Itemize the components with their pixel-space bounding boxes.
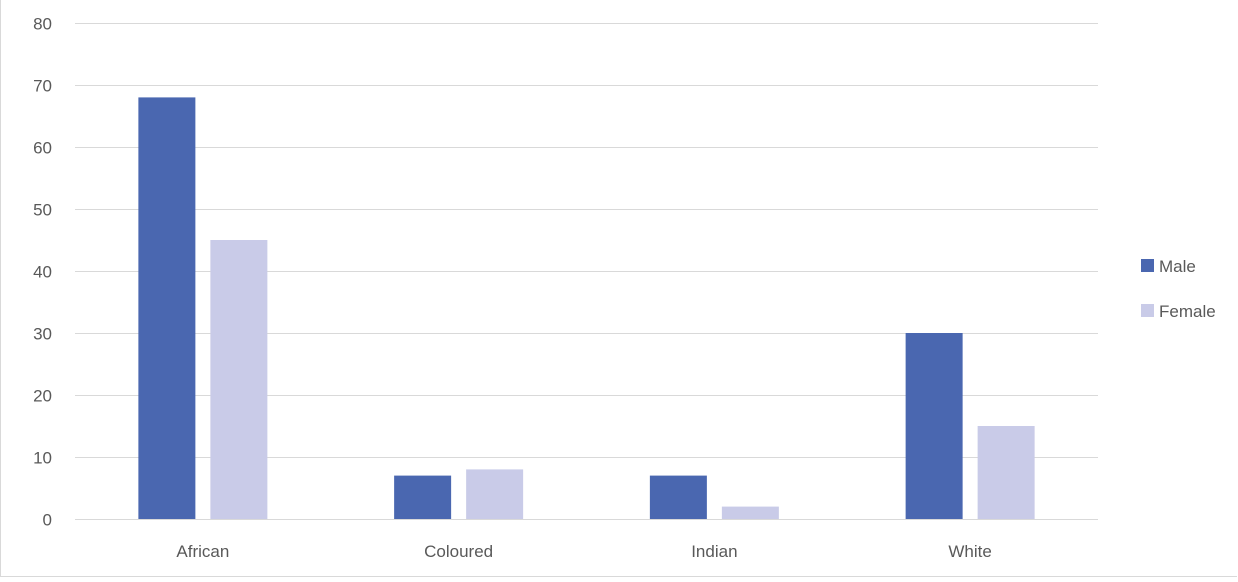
x-tick-label: White [948,542,991,561]
y-tick-label: 20 [33,387,52,406]
bars [138,97,1035,520]
bar-female-african [210,240,268,519]
y-tick-label: 60 [33,139,52,158]
y-tick-label: 30 [33,325,52,344]
legend-label-female: Female [1159,302,1216,321]
legend: Male Female [1141,257,1216,321]
legend-label-male: Male [1159,257,1196,276]
y-tick-label: 40 [33,263,52,282]
y-axis-ticks: 0 10 20 30 40 50 60 70 80 [33,15,52,530]
bar-male-indian [649,475,707,519]
x-tick-label: African [176,542,229,561]
x-axis-ticks: African Coloured Indian White [176,542,991,561]
bar-male-african [138,97,196,520]
y-tick-label: 50 [33,201,52,220]
bar-male-coloured [394,475,452,519]
bar-male-white [905,333,963,519]
x-tick-label: Indian [691,542,737,561]
bar-female-coloured [466,469,524,519]
y-tick-label: 0 [43,511,52,530]
y-tick-label: 10 [33,449,52,468]
bar-female-indian [721,506,779,519]
x-tick-label: Coloured [424,542,493,561]
bar-female-white [977,426,1035,519]
y-tick-label: 80 [33,15,52,34]
legend-swatch-male [1141,259,1154,272]
legend-swatch-female [1141,304,1154,317]
y-tick-label: 70 [33,77,52,96]
